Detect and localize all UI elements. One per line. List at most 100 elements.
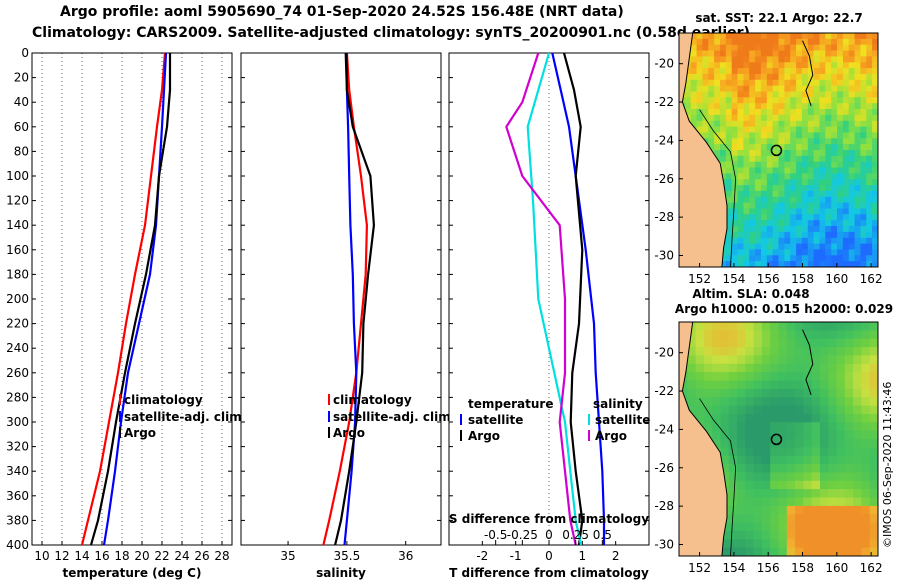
field-cell — [749, 103, 756, 110]
field-cell — [766, 68, 774, 75]
field-cell — [720, 380, 730, 390]
field-cell — [743, 62, 750, 69]
field-cell — [837, 243, 844, 250]
field-cell — [872, 85, 878, 93]
field-cell — [778, 56, 785, 63]
field-cell — [866, 226, 873, 233]
field-cell — [770, 480, 780, 490]
field-cell — [837, 33, 844, 40]
field-cell — [778, 179, 785, 186]
field-cell — [743, 56, 750, 63]
field-cell — [844, 430, 854, 440]
field-cell — [860, 196, 867, 204]
field-cell — [790, 249, 797, 256]
field-cell — [749, 173, 756, 180]
field-cell — [755, 255, 762, 262]
field-cell — [844, 472, 854, 482]
field-cell — [795, 322, 804, 331]
field-cell — [854, 97, 862, 104]
field-cell — [714, 91, 721, 98]
field-cell — [803, 547, 813, 556]
field-cell — [844, 322, 854, 331]
x-tick-label: 35.5 — [334, 549, 361, 563]
field-cell — [708, 38, 715, 46]
field-cell — [761, 505, 771, 515]
field-cell — [820, 464, 829, 474]
field-cell — [837, 73, 844, 81]
field-cell — [807, 220, 815, 227]
float-position-marker — [770, 433, 783, 446]
field-cell — [801, 120, 809, 128]
field-cell — [872, 103, 878, 110]
field-cell — [844, 372, 854, 382]
field-cell — [820, 430, 829, 440]
field-cell — [803, 422, 813, 432]
field-cell — [760, 249, 768, 256]
field-cell — [866, 126, 873, 133]
field-cell — [753, 514, 763, 524]
map-x-tick-label: 160 — [825, 272, 848, 286]
field-cell — [770, 472, 780, 482]
x-tick-label: 20 — [134, 549, 149, 563]
field-cell — [866, 38, 873, 46]
sst-map-field — [679, 33, 878, 267]
field-cell — [737, 231, 744, 239]
field-cell — [796, 109, 803, 116]
field-cell — [749, 97, 756, 104]
field-cell — [770, 547, 780, 556]
x-tick-label: 16 — [94, 549, 109, 563]
field-cell — [745, 363, 755, 373]
field-cell — [778, 243, 785, 250]
field-cell — [708, 126, 715, 133]
field-cell — [737, 255, 744, 262]
field-cell — [708, 33, 715, 40]
field-cell — [720, 33, 727, 40]
field-cell — [872, 167, 878, 174]
field-cell — [807, 56, 815, 63]
legend-label: satellite-adj. clim. — [124, 410, 246, 424]
field-cell — [755, 38, 762, 46]
field-cell — [828, 505, 838, 515]
field-cell — [801, 179, 809, 186]
field-cell — [853, 455, 862, 465]
field-cell — [844, 347, 854, 357]
field-cell — [820, 547, 829, 556]
field-cell — [690, 38, 698, 46]
field-cell — [760, 56, 768, 63]
field-cell — [819, 68, 826, 75]
field-cell — [778, 150, 785, 157]
field-cell — [690, 109, 698, 116]
field-cell — [837, 132, 844, 139]
field-cell — [778, 430, 788, 440]
field-cell — [820, 422, 829, 432]
field-cell — [828, 464, 838, 474]
field-cell — [737, 455, 746, 465]
field-cell — [753, 497, 763, 507]
field-cell — [743, 261, 750, 267]
field-cell — [708, 56, 715, 63]
field-cell — [872, 56, 878, 63]
field-cell — [825, 150, 832, 157]
field-cell — [766, 132, 774, 139]
s-diff-tick-label: 0.5 — [593, 528, 612, 542]
field-cell — [866, 190, 873, 198]
field-cell — [790, 50, 797, 57]
field-cell — [820, 505, 829, 515]
temperature-panel-xlabel: temperature (deg C) — [63, 566, 202, 580]
field-cell — [784, 167, 791, 174]
field-cell — [749, 120, 756, 128]
field-cell — [854, 109, 862, 116]
field-cell — [872, 231, 878, 239]
field-cell — [790, 202, 797, 209]
field-cell — [766, 220, 774, 227]
field-cell — [825, 91, 832, 98]
field-cell — [770, 413, 780, 423]
field-cell — [743, 44, 750, 52]
field-cell — [749, 202, 756, 209]
field-cell — [866, 120, 873, 128]
field-cell — [778, 505, 788, 515]
map-y-tick-label: -28 — [654, 499, 674, 513]
field-cell — [725, 155, 733, 163]
field-cell — [820, 447, 829, 457]
field-cell — [837, 103, 844, 110]
